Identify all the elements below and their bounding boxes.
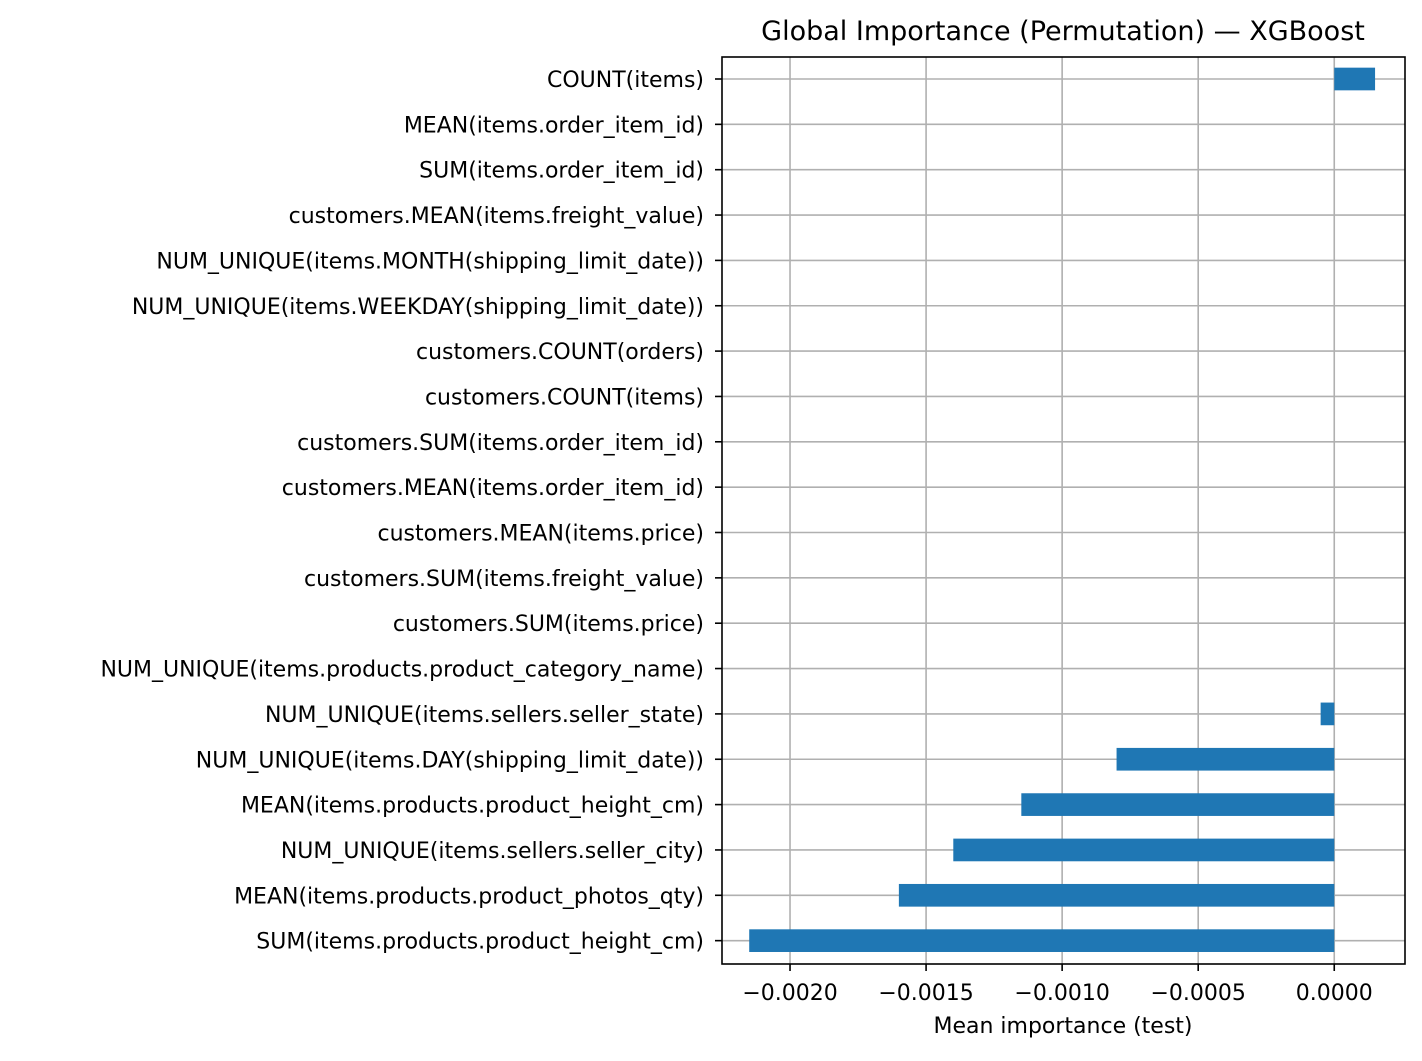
y-tick-label: customers.SUM(items.order_item_id) [297, 431, 704, 456]
bar-layer [749, 67, 1376, 952]
y-tick-label: SUM(items.order_item_id) [419, 159, 704, 184]
y-axis: COUNT(items) MEAN(items.order_item_id) SUM… [100, 68, 722, 955]
y-tick-label: customers.SUM(items.freight_value) [304, 567, 704, 592]
bar [1334, 67, 1376, 91]
bar [1116, 747, 1335, 771]
chart-title: Global Importance (Permutation) — XGBoos… [761, 16, 1365, 47]
y-tick-label: NUM_UNIQUE(items.DAY(shipping_limit_date… [196, 748, 704, 773]
x-tick-label: 0.0000 [1296, 981, 1373, 1006]
x-axis-label: Mean importance (test) [933, 1014, 1192, 1039]
y-tick-label: NUM_UNIQUE(items.sellers.seller_state) [265, 703, 704, 728]
y-tick-label: customers.SUM(items.price) [393, 612, 704, 637]
bar [898, 883, 1335, 907]
y-tick-label: MEAN(items.order_item_id) [404, 113, 704, 138]
bar [1320, 702, 1335, 726]
y-tick-label: NUM_UNIQUE(items.MONTH(shipping_limit_da… [156, 249, 704, 274]
y-tick-label: customers.MEAN(items.price) [377, 522, 704, 547]
y-tick-label: customers.COUNT(items) [425, 385, 704, 410]
y-tick-label: SUM(items.products.product_height_cm) [256, 930, 704, 955]
y-tick-label: NUM_UNIQUE(items.sellers.seller_city) [281, 839, 704, 864]
bar [1021, 793, 1335, 816]
bar [953, 838, 1335, 862]
y-tick-label: NUM_UNIQUE(items.WEEKDAY(shipping_limit_… [132, 295, 704, 320]
x-tick-label: −0.0020 [742, 981, 837, 1006]
y-tick-label: NUM_UNIQUE(items.products.product_catego… [100, 658, 704, 683]
x-tick-label: −0.0010 [1014, 981, 1109, 1006]
y-tick-label: MEAN(items.products.product_photos_qty) [234, 884, 704, 909]
x-tick-label: −0.0005 [1150, 981, 1245, 1006]
x-tick-label: −0.0015 [878, 981, 973, 1006]
plot-frame [721, 56, 1406, 965]
y-tick-label: customers.MEAN(items.freight_value) [289, 204, 704, 229]
y-tick-label: customers.MEAN(items.order_item_id) [282, 476, 704, 501]
bar [749, 929, 1335, 952]
y-tick-label: MEAN(items.products.product_height_cm) [241, 794, 704, 819]
y-tick-label: customers.COUNT(orders) [416, 340, 704, 365]
grid-layer [722, 57, 1405, 964]
x-axis: −0.0020 −0.0015 −0.0010 −0.0005 0.0000 [742, 964, 1373, 1006]
y-tick-label: COUNT(items) [547, 68, 704, 93]
